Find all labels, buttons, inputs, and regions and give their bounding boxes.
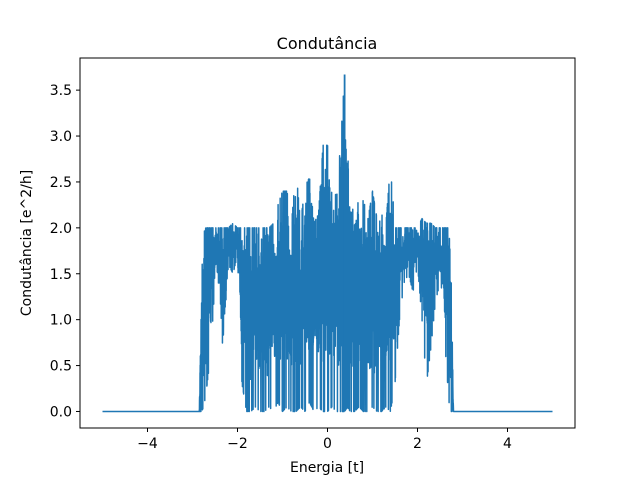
x-tick-label: −4 — [137, 436, 158, 452]
x-tick-label: 4 — [503, 436, 512, 452]
ticks-layer: −4 −2 0 2 4 0.0 0.5 1.0 1.5 2.0 2.5 3.0 3.5 — [50, 83, 512, 452]
y-axis-label: Condutância [e^2/h] — [19, 170, 35, 316]
y-tick-label: 2.5 — [50, 175, 72, 191]
x-tick-label: 2 — [413, 436, 422, 452]
y-tick-label: 3.0 — [50, 129, 72, 145]
x-axis-label: Energia [t] — [290, 460, 364, 476]
y-tick-label: 1.0 — [50, 313, 72, 329]
conductance-series-line — [101, 95, 554, 413]
y-tick-label: 1.5 — [50, 267, 72, 283]
series-layer — [101, 74, 554, 413]
y-tick-label: 0.0 — [50, 404, 72, 420]
x-tick-label: 0 — [323, 436, 332, 452]
x-tick-label: −2 — [227, 436, 248, 452]
y-tick-label: 2.0 — [50, 221, 72, 237]
y-tick-label: 0.5 — [50, 359, 72, 375]
y-tick-label: 3.5 — [50, 83, 72, 99]
chart-title: Condutância — [277, 34, 378, 53]
plot-frame — [79, 57, 576, 429]
